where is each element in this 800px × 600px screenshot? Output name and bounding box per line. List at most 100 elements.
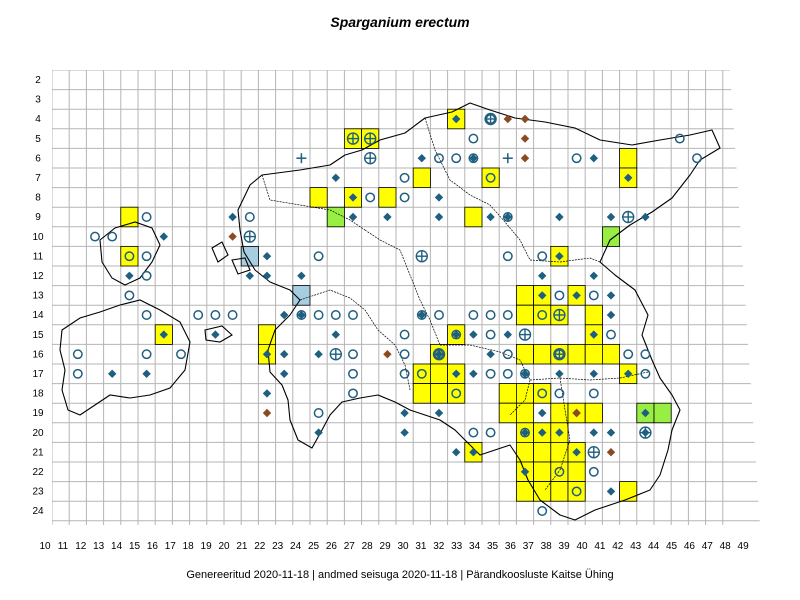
x-axis-label: 40 (576, 541, 588, 552)
crossed-circle (364, 151, 377, 165)
grid-lines (52, 70, 760, 525)
open-circle (571, 486, 582, 497)
x-axis-label: 39 (559, 541, 571, 552)
county-border (424, 117, 531, 261)
blue-diamond (452, 114, 461, 124)
crossed-circle (346, 132, 360, 145)
open-circle (348, 368, 358, 379)
blue-diamond (486, 350, 495, 359)
yellow-cell (602, 343, 621, 365)
brown-diamond (520, 154, 530, 163)
blue-diamond (606, 310, 616, 320)
blue-diamond (228, 212, 237, 222)
x-axis-label: 42 (612, 541, 624, 552)
yellow-cell (550, 441, 569, 463)
open-circle (588, 388, 599, 399)
county-border (299, 289, 411, 391)
blue-diamond (572, 448, 581, 457)
x-axis-label: 31 (415, 541, 427, 552)
open-circle (141, 212, 152, 222)
open-circle (348, 388, 358, 399)
y-axis-label: 17 (32, 369, 44, 380)
y-axis-label: 2 (35, 75, 41, 86)
x-axis-label: 11 (58, 541, 69, 552)
open-circle (399, 368, 410, 379)
open-circle (399, 329, 410, 340)
open-circle (313, 408, 324, 418)
brown-diamond (572, 408, 581, 418)
blue-diamond (538, 271, 547, 280)
y-axis-label: 5 (35, 134, 41, 145)
blue-diamond (417, 154, 426, 163)
blue-diamond (434, 193, 444, 202)
blue-diamond (606, 428, 616, 437)
blue-diamond (555, 252, 564, 261)
yellow-cell (516, 383, 535, 404)
green-cell (653, 402, 672, 424)
blue-diamond (555, 212, 564, 222)
open-circle (588, 466, 599, 477)
open-circle (520, 368, 530, 379)
blue-diamond (159, 232, 168, 241)
yellow-cell (516, 285, 535, 306)
x-axis-label: 24 (290, 541, 302, 552)
blue-diamond (589, 154, 598, 163)
x-axis-label: 32 (433, 541, 445, 552)
blue-diamond (452, 330, 461, 339)
blue-diamond (555, 369, 564, 378)
blue-diamond (520, 467, 530, 476)
open-circle (485, 427, 496, 438)
x-axis-label: 18 (183, 541, 195, 552)
blue-diamond (589, 369, 598, 378)
open-circle (434, 153, 444, 164)
yellow-cell (619, 481, 638, 502)
open-circle (330, 310, 341, 320)
y-axis-label: 4 (35, 114, 41, 125)
x-axis-label: 48 (720, 541, 732, 552)
open-circle (348, 310, 358, 320)
yellow-cell (309, 187, 328, 208)
x-axis-label: 29 (380, 541, 392, 552)
yellow-cell (120, 245, 139, 267)
open-circle (399, 349, 410, 360)
mainland-border (237, 102, 721, 521)
yellow-cell (550, 481, 569, 502)
open-circle (571, 153, 582, 164)
y-axis-label: 9 (35, 212, 41, 223)
blue-diamond (589, 271, 598, 280)
y-axis-label: 14 (32, 310, 44, 321)
x-axis-label: 17 (165, 541, 177, 552)
open-circle (141, 270, 152, 281)
blue-diamond (624, 369, 633, 378)
blue-diamond (469, 369, 478, 378)
blue-diamond (641, 212, 650, 222)
blue-cell (292, 285, 311, 306)
open-circle (485, 172, 496, 183)
open-circle (451, 153, 462, 164)
crossed-circle (639, 426, 652, 439)
open-circle (606, 329, 616, 340)
x-axis-label: 14 (111, 541, 123, 552)
blue-diamond (400, 428, 409, 437)
open-circle (193, 310, 204, 320)
yellow-cell (412, 363, 431, 385)
map-footer: Genereeritud 2020-11-18 | andmed seisuga… (186, 569, 614, 581)
open-circle (416, 368, 427, 379)
cross-marker (296, 153, 307, 164)
x-axis-label: 22 (254, 541, 266, 552)
x-axis-label: 47 (702, 541, 714, 552)
blue-diamond (108, 369, 117, 378)
x-axis-label: 30 (397, 541, 409, 552)
y-axis-label: 6 (35, 153, 41, 164)
y-axis-label: 20 (32, 428, 44, 439)
y-axis-label: 11 (33, 251, 44, 262)
x-axis-label: 33 (451, 541, 463, 552)
y-axis-label: 10 (32, 232, 44, 243)
x-axis-label: 38 (541, 541, 553, 552)
blue-diamond (469, 154, 478, 163)
x-axis-labels: 10 11 12 13 14 15 16 17 18 19 20 21 22 23 24 25 26 27 28 29… (39, 541, 749, 552)
blue-diamond (589, 330, 598, 339)
yellow-cell (481, 167, 500, 189)
blue-diamond (538, 291, 547, 300)
map-grid (52, 70, 760, 525)
